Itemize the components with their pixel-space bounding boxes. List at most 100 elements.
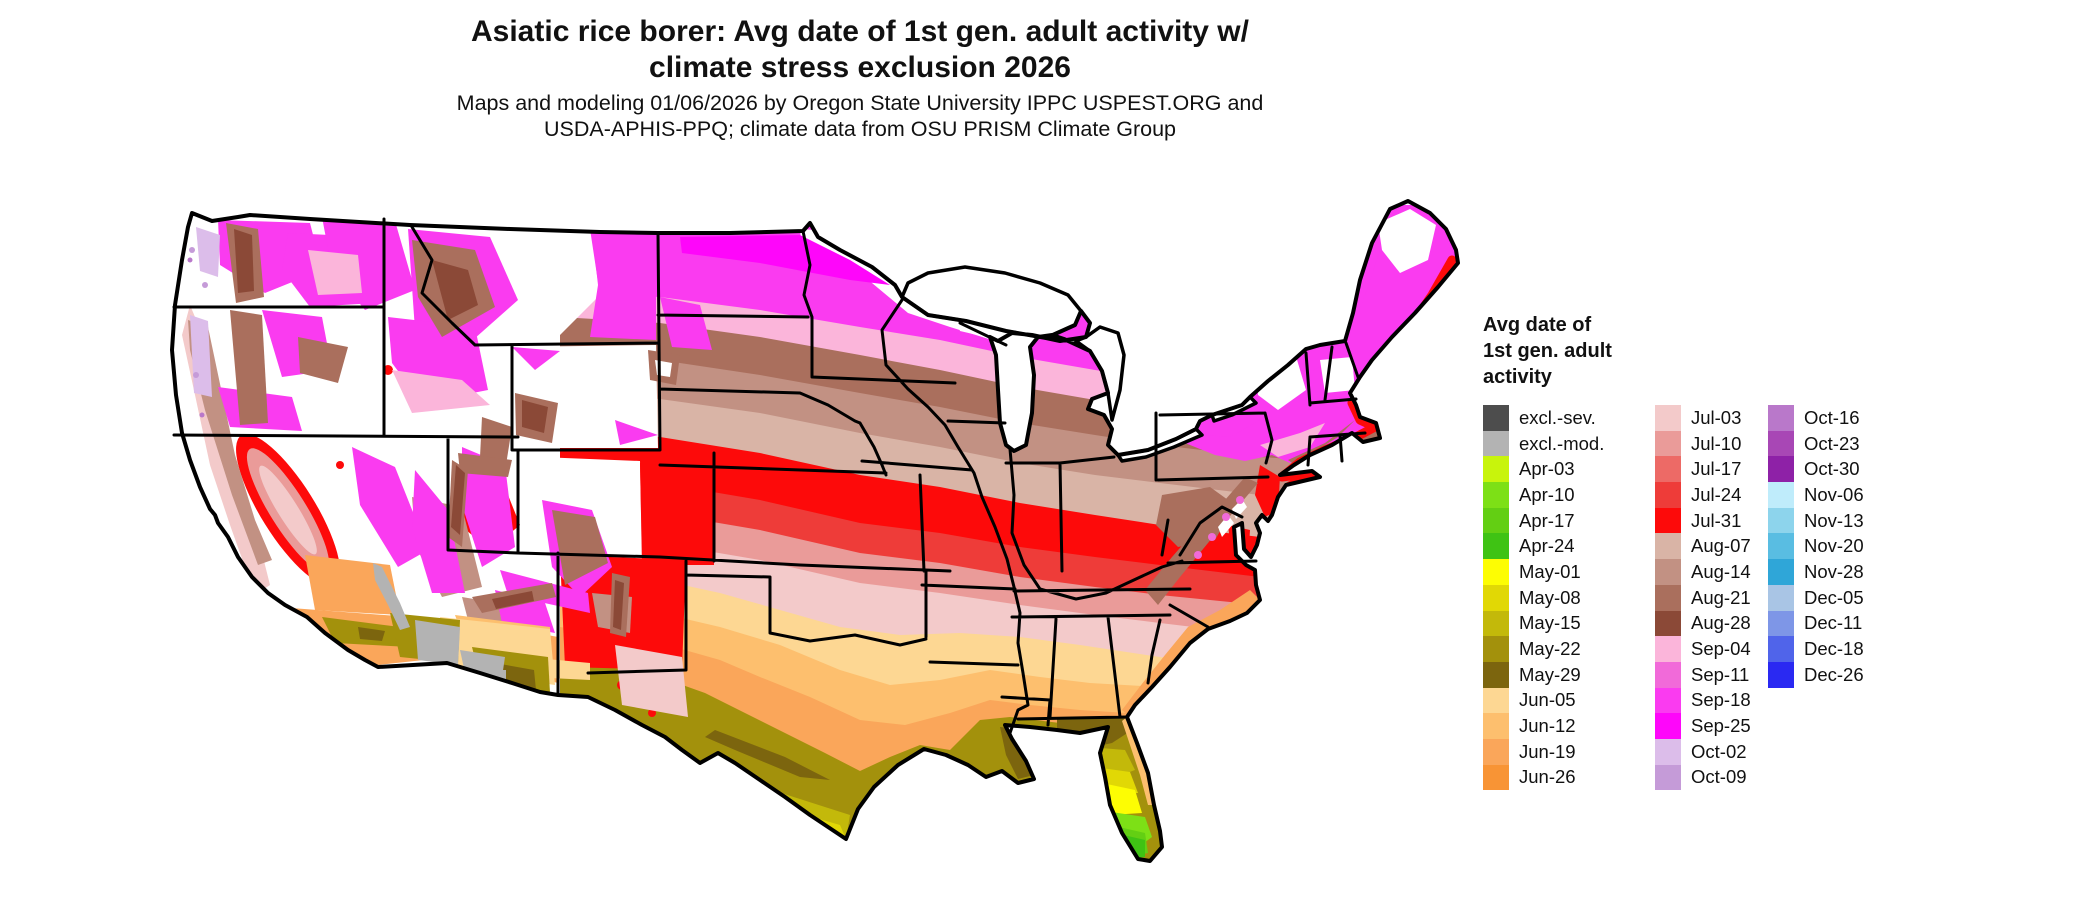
legend-swatch — [1768, 482, 1794, 508]
legend-swatch — [1768, 636, 1794, 662]
legend-item: Aug-07 — [1655, 533, 1751, 560]
legend-label: Oct-02 — [1691, 740, 1747, 762]
legend-swatch — [1483, 430, 1509, 457]
legend-item: Nov-20 — [1768, 533, 1864, 560]
legend-label: Nov-13 — [1804, 509, 1864, 531]
subtitle-line-1: Maps and modeling 01/06/2026 by Oregon S… — [456, 91, 1264, 115]
legend-label: Nov-28 — [1804, 560, 1864, 582]
legend-item: Aug-28 — [1655, 610, 1751, 637]
legend-column-2: Jul-03 Jul-10 Jul-17 Jul-24 Jul-31 Aug-07 Aug-… — [1655, 405, 1751, 791]
region-oct09 — [189, 247, 208, 378]
legend-item: Oct-23 — [1768, 430, 1864, 457]
legend-swatch — [1655, 738, 1681, 765]
state-borders — [172, 217, 1367, 735]
legend-label: Sep-25 — [1691, 715, 1751, 737]
legend-item: May-22 — [1483, 636, 1604, 662]
legend-label: Aug-21 — [1691, 586, 1751, 608]
legend-swatch — [1483, 764, 1509, 791]
legend-label: excl.-sev. — [1519, 406, 1596, 428]
legend-swatch — [1483, 456, 1509, 483]
legend-item: Sep-04 — [1655, 636, 1751, 662]
legend-label: Oct-23 — [1804, 432, 1860, 454]
legend-item: Oct-30 — [1768, 456, 1864, 483]
legend-item: Nov-06 — [1768, 482, 1864, 508]
legend-label: May-15 — [1519, 612, 1581, 634]
legend-label: May-08 — [1519, 586, 1581, 608]
legend-swatch — [1655, 507, 1681, 534]
legend-item: Jun-05 — [1483, 687, 1604, 714]
subtitle-line-2: USDA-APHIS-PPQ; climate data from OSU PR… — [543, 117, 1177, 141]
legend-item: Jun-19 — [1483, 738, 1604, 765]
legend-title-text: Avg date of 1st gen. adult activity — [1483, 314, 1612, 388]
legend-item: Jul-03 — [1655, 405, 1751, 431]
legend-item: Apr-24 — [1483, 533, 1604, 560]
title-line-1: Asiatic rice borer: Avg date of 1st gen.… — [471, 15, 1249, 48]
legend-swatch — [1768, 430, 1794, 457]
legend-swatch — [1655, 482, 1681, 508]
legend-item: Jun-26 — [1483, 764, 1604, 791]
legend-item: Jun-12 — [1483, 713, 1604, 739]
legend-label: Jul-10 — [1691, 432, 1742, 454]
legend-swatch — [1655, 559, 1681, 585]
legend-label: Jul-03 — [1691, 406, 1742, 428]
legend-swatch — [1655, 584, 1681, 611]
legend-label: Aug-28 — [1691, 612, 1751, 634]
us-outline — [170, 199, 1460, 863]
us-map — [170, 199, 1460, 863]
legend-label: Jun-19 — [1519, 740, 1576, 762]
legend-label: May-29 — [1519, 663, 1581, 685]
legend-swatch — [1768, 584, 1794, 611]
title-line-2: climate stress exclusion 2026 — [649, 51, 1071, 84]
legend-item: May-08 — [1483, 584, 1604, 611]
legend-swatch — [1768, 661, 1794, 688]
legend-swatch — [1483, 687, 1509, 714]
region-sep25 — [680, 235, 890, 285]
legend-column-1: excl.-sev. excl.-mod. Apr-03 Apr-10 Apr-17 Ap… — [1483, 405, 1605, 791]
legend-item: excl.-mod. — [1483, 430, 1605, 457]
legend-swatch — [1768, 507, 1794, 534]
legend-swatch — [1655, 687, 1681, 714]
legend-item: Sep-25 — [1655, 713, 1751, 739]
legend-item: Aug-21 — [1655, 584, 1751, 611]
legend-item: Sep-18 — [1655, 687, 1751, 714]
legend-label: Jun-12 — [1519, 715, 1576, 737]
legend-label: May-22 — [1519, 638, 1581, 660]
legend-label: Jul-17 — [1691, 458, 1742, 480]
legend-item: Nov-28 — [1768, 559, 1864, 585]
legend-label: Jul-31 — [1691, 509, 1742, 531]
legend-label: excl.-mod. — [1519, 432, 1605, 454]
region-oct16 — [187, 257, 205, 418]
legend-item: Oct-02 — [1655, 738, 1751, 765]
legend-label: Apr-03 — [1519, 458, 1575, 480]
legend-label: Oct-30 — [1804, 458, 1860, 480]
legend-label: Oct-09 — [1691, 766, 1747, 788]
legend-item: May-29 — [1483, 661, 1604, 688]
legend-label: Sep-04 — [1691, 638, 1751, 660]
legend-column-3: Oct-16 Oct-23 Oct-30 Nov-06 Nov-13 Nov-20 Nov-… — [1768, 405, 1864, 688]
legend-swatch — [1655, 430, 1681, 457]
legend-label: Aug-14 — [1691, 560, 1751, 582]
legend-item: Dec-18 — [1768, 636, 1864, 662]
legend-swatch — [1483, 482, 1509, 508]
legend-label: Apr-10 — [1519, 483, 1575, 505]
legend-swatch — [1483, 533, 1509, 560]
legend-swatch — [1655, 533, 1681, 560]
legend-label: Dec-11 — [1804, 612, 1863, 634]
legend-label: Oct-16 — [1804, 406, 1860, 428]
legend-label: Sep-11 — [1691, 663, 1750, 685]
legend-swatch — [1655, 456, 1681, 483]
legend-label: Jun-05 — [1519, 689, 1576, 711]
legend-label: Apr-24 — [1519, 535, 1575, 557]
legend-swatch — [1768, 559, 1794, 585]
legend-item: Dec-05 — [1768, 584, 1864, 611]
legend-item: Nov-13 — [1768, 507, 1864, 534]
legend-item: Sep-11 — [1655, 661, 1751, 688]
legend-item: excl.-sev. — [1483, 405, 1604, 431]
legend-item: Jul-24 — [1655, 482, 1751, 508]
legend-swatch — [1768, 610, 1794, 637]
legend-item: Jul-31 — [1655, 507, 1751, 534]
legend-item: Dec-26 — [1768, 661, 1864, 688]
legend-swatch — [1655, 764, 1681, 791]
region-fl-east-coast — [1122, 717, 1154, 805]
